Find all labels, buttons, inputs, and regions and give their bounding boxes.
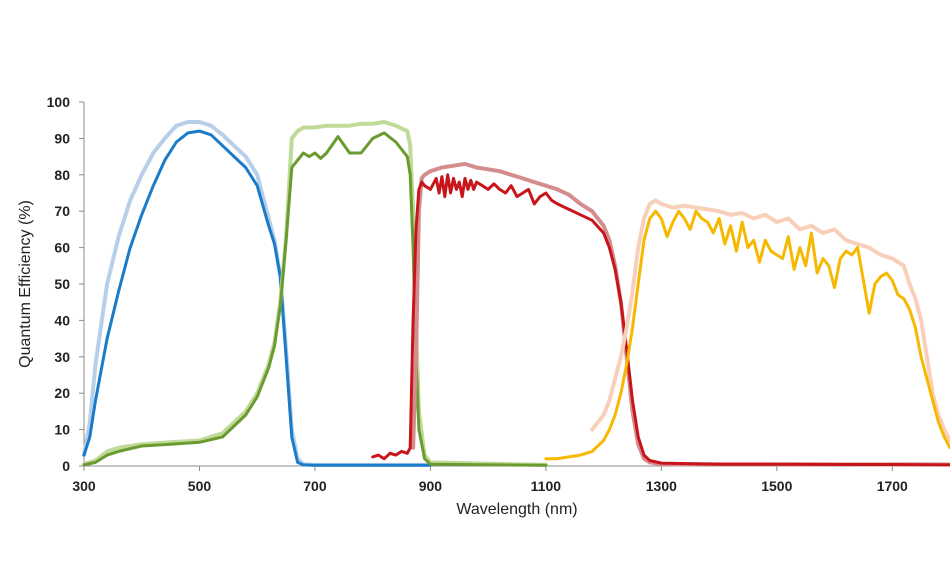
- y-tick-label: 20: [54, 385, 70, 401]
- series-line-8: [544, 209, 950, 461]
- series-line-7: [590, 198, 950, 443]
- series-layer: [82, 120, 950, 467]
- y-tick-label: 80: [54, 167, 70, 183]
- y-axis-title: Quantum Efficiency (%): [17, 200, 34, 368]
- x-axis-title: Wavelength (nm): [456, 501, 577, 518]
- y-tick-label: 0: [62, 458, 70, 474]
- series-line-1: [82, 120, 433, 467]
- y-tick-label: 90: [54, 130, 70, 146]
- y-tick-label: 100: [47, 94, 71, 110]
- y-tick-label: 10: [54, 422, 70, 438]
- x-tick-label: 300: [72, 478, 96, 494]
- axes-layer: [79, 101, 950, 471]
- x-tick-label: 1500: [761, 478, 792, 494]
- series-line-6: [371, 173, 950, 467]
- y-tick-label: 40: [54, 312, 70, 328]
- x-tick-label: 1100: [531, 478, 562, 494]
- x-tick-label: 1700: [877, 478, 908, 494]
- x-tick-label: 1300: [646, 478, 677, 494]
- y-tick-label: 50: [54, 276, 70, 292]
- labels-layer: 0 10 20 30 40 50 60 70 80 90 100 300 500 700 900 1100 13…: [47, 94, 908, 494]
- x-tick-label: 700: [303, 478, 327, 494]
- y-tick-label: 30: [54, 349, 70, 365]
- series-line-2: [82, 129, 432, 467]
- series-line-4: [82, 131, 548, 467]
- x-tick-label: 900: [419, 478, 443, 494]
- series-line-3: [82, 120, 548, 467]
- y-tick-label: 60: [54, 240, 70, 256]
- y-tick-label: 70: [54, 203, 70, 219]
- x-tick-label: 500: [188, 478, 212, 494]
- series-line-5: [411, 161, 950, 467]
